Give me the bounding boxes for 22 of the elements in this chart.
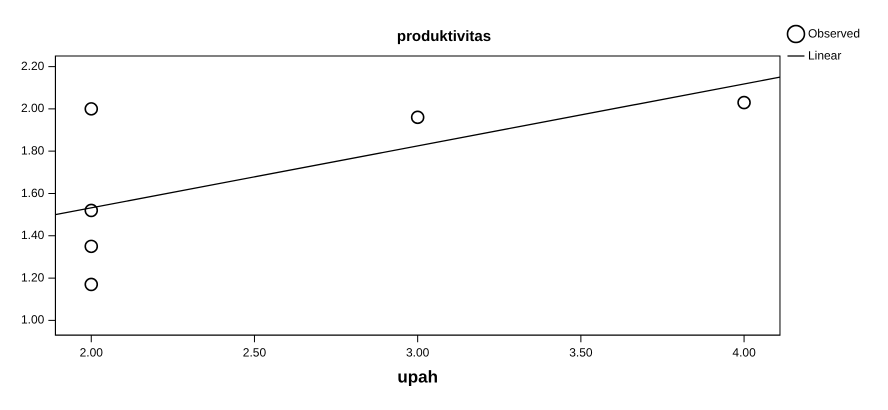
legend-label: Observed	[808, 26, 860, 40]
x-tick-label: 4.00	[732, 346, 756, 360]
chart-title: produktivitas	[396, 28, 492, 46]
point	[410, 110, 424, 124]
y-tick-label: 1.40	[20, 228, 45, 242]
point	[84, 240, 98, 254]
point	[737, 96, 751, 110]
x-tick-label: 2.50	[242, 346, 266, 360]
y-tick-label: 1.20	[20, 270, 45, 284]
point	[84, 102, 98, 116]
x-tick-label: 3.50	[569, 346, 593, 360]
x-tick-label: 2.00	[80, 346, 104, 360]
y-tick-label: 2.20	[20, 58, 45, 73]
x-axis-title: upah	[397, 367, 438, 386]
y-tick-label: 1.80	[20, 143, 45, 158]
y-tick-label: 2.00	[20, 101, 45, 116]
point	[84, 204, 98, 218]
y-tick-label: 1.00	[20, 312, 45, 327]
point	[84, 278, 98, 292]
x-tick-label: 3.00	[406, 346, 430, 360]
y-tick-label: 1.60	[20, 186, 45, 200]
legend-label: Linear	[808, 48, 842, 62]
